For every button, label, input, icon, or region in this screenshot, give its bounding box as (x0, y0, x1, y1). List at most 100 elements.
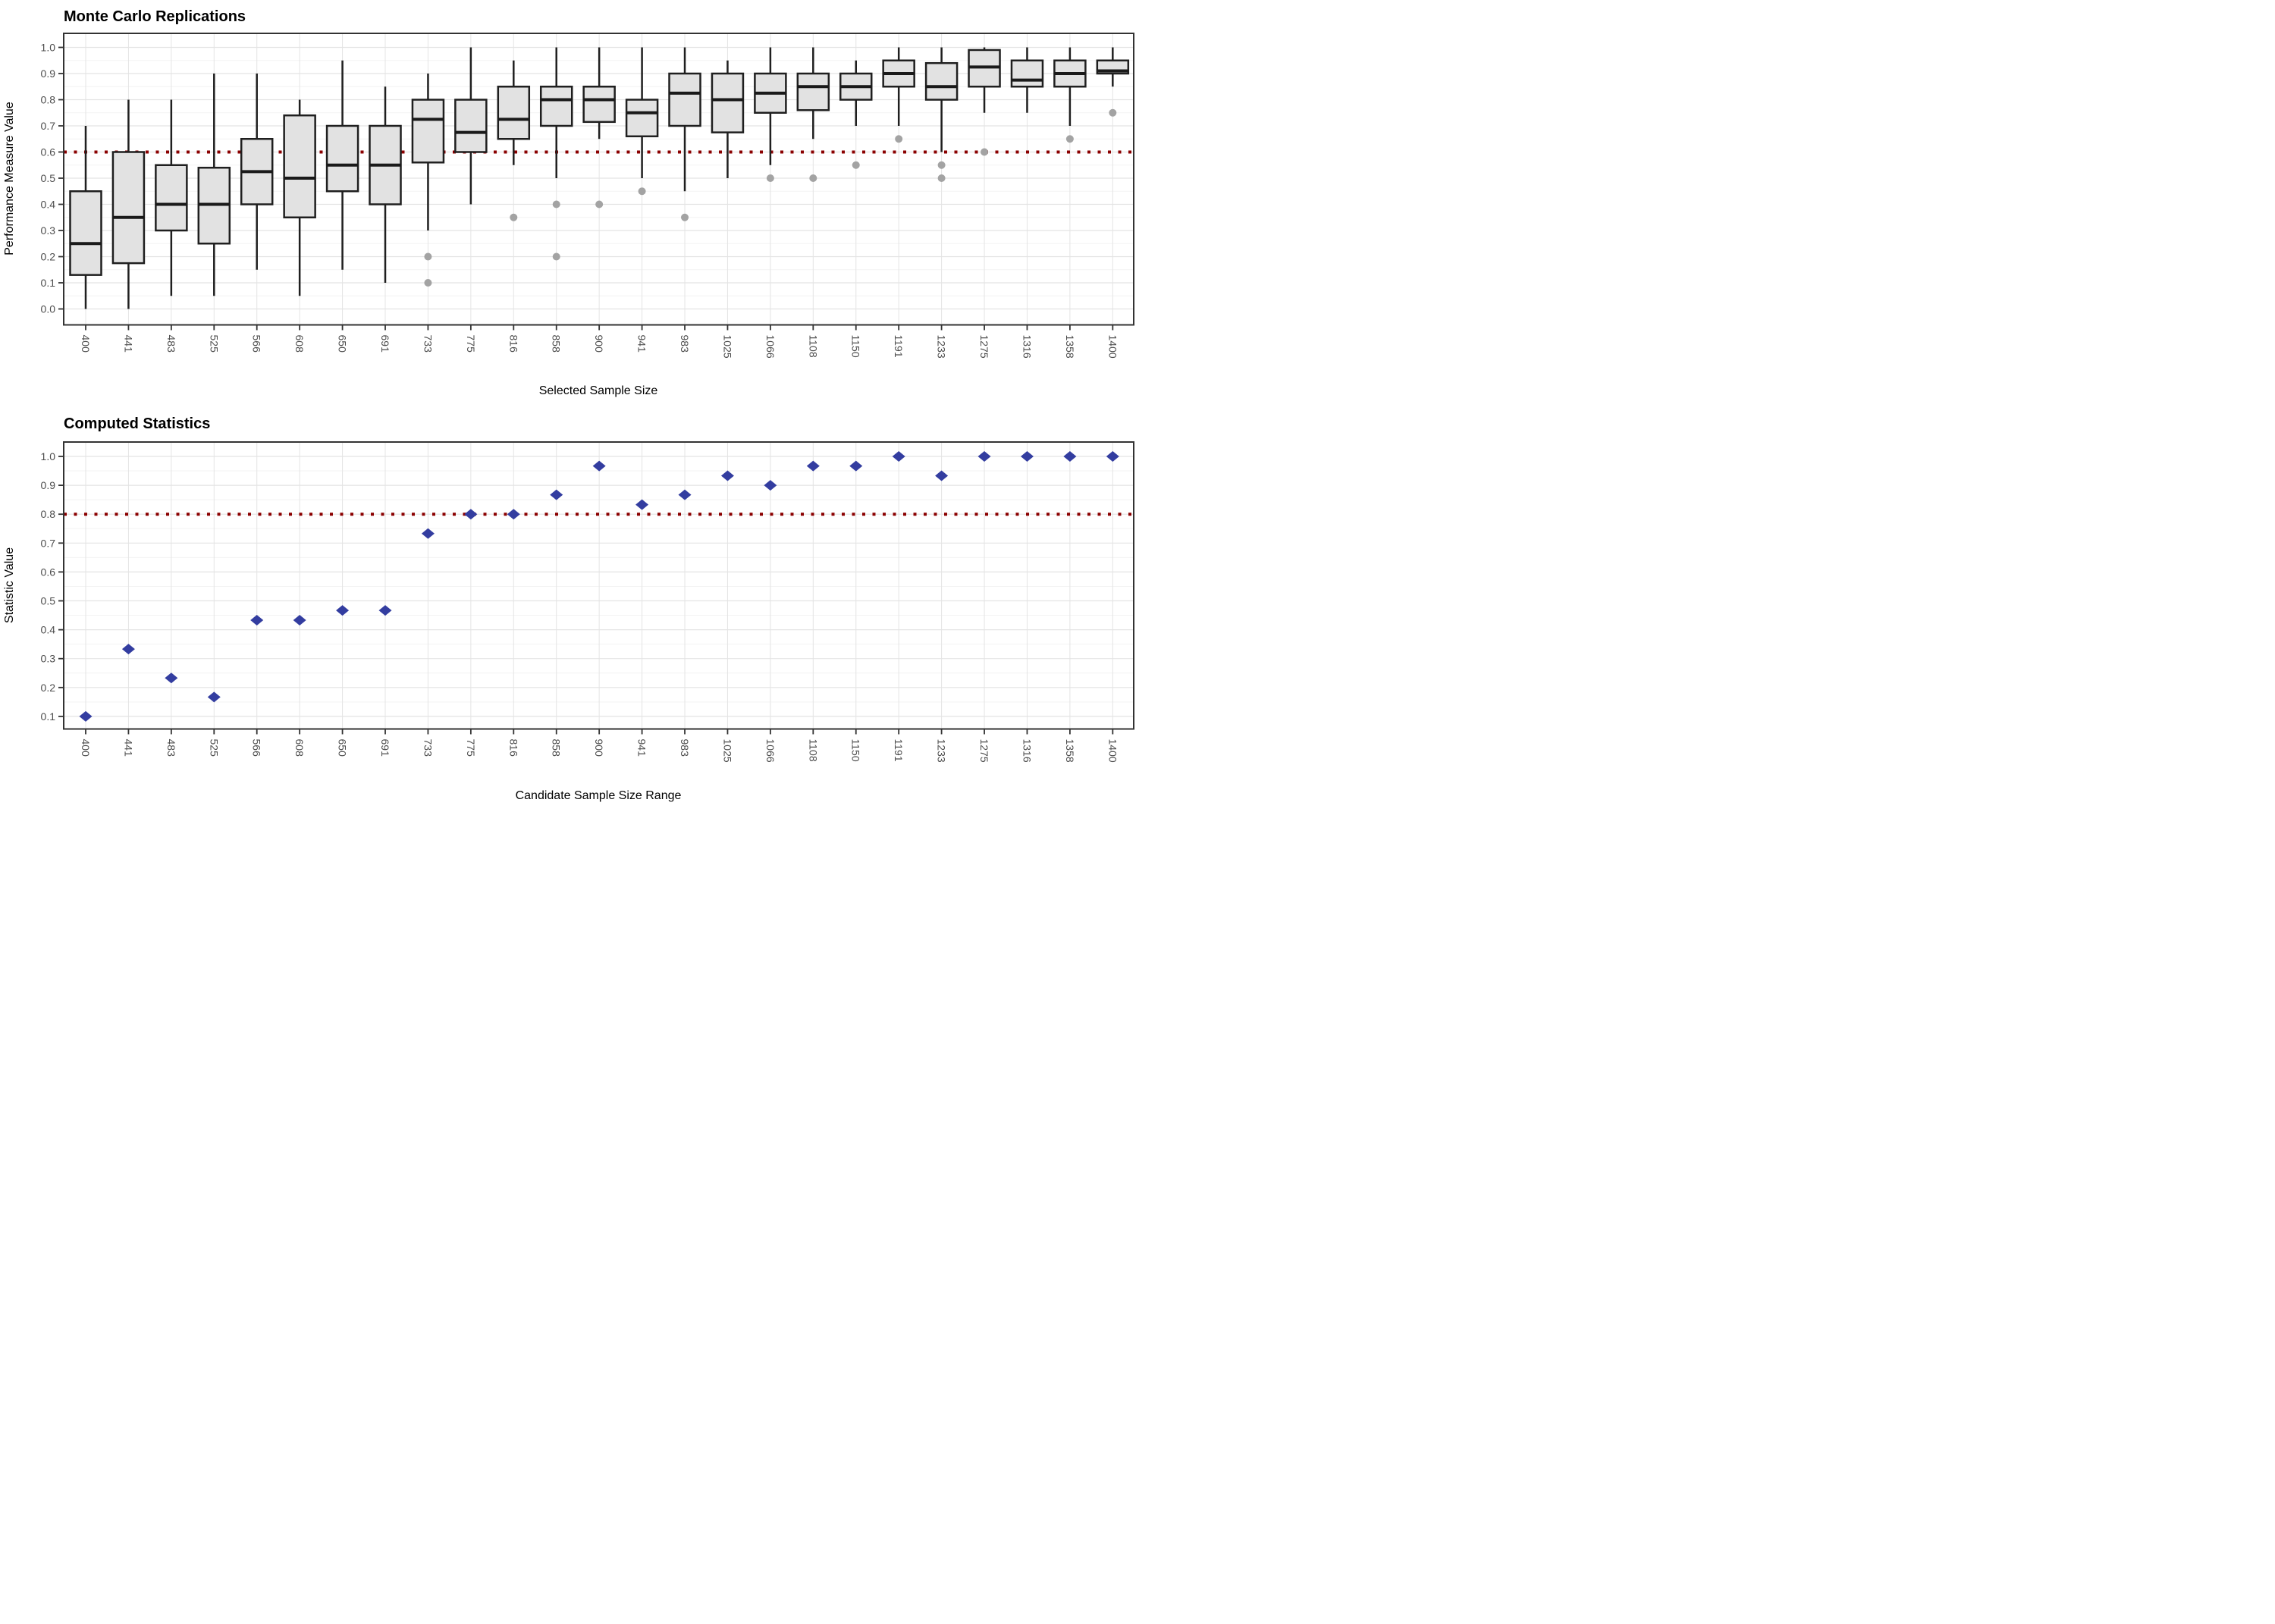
outlier-point (1065, 135, 1074, 143)
x-tick-label: 858 (551, 335, 563, 353)
outlier-point (638, 187, 646, 196)
x-tick-label: 525 (208, 335, 220, 353)
x-tick-label: 733 (422, 739, 434, 757)
x-tick-label: 775 (465, 335, 477, 353)
box-iqr (1010, 59, 1044, 88)
x-tick-label: 608 (293, 739, 306, 757)
x-tick-label: 691 (379, 739, 391, 757)
x-tick-label: 1108 (807, 335, 819, 358)
outlier-point (424, 252, 432, 261)
y-tick-label: 0.5 (41, 172, 56, 184)
box-iqr (711, 72, 745, 133)
outlier-point (766, 174, 774, 182)
y-tick-label: 0.3 (41, 653, 56, 665)
scatter-point (550, 489, 563, 500)
outlier-point (981, 148, 989, 156)
scatter-point (1106, 451, 1119, 462)
y-tick-label: 0.9 (41, 67, 56, 80)
scatter-point (678, 489, 692, 500)
outlier-point (1109, 108, 1117, 117)
y-tick-label: 0.2 (41, 682, 56, 694)
x-tick-label: 1191 (893, 739, 905, 762)
scatter-point (336, 605, 350, 616)
box-iqr (796, 72, 830, 111)
scatter-point (507, 509, 520, 520)
x-tick-label: 691 (379, 335, 391, 353)
scatter-chart: Computed Statistics Candidate Sample Siz… (3, 415, 1134, 802)
x-tick-label: 1275 (978, 739, 990, 763)
outlier-point (852, 161, 860, 169)
scatter-title: Computed Statistics (64, 415, 210, 432)
y-tick-label: 0.8 (41, 94, 56, 106)
y-tick-label: 0.7 (41, 537, 56, 549)
scatter-point (464, 509, 478, 520)
x-tick-label: 441 (122, 739, 134, 757)
scatter-point (977, 451, 991, 462)
x-tick-label: 900 (593, 739, 605, 757)
box-iqr (283, 114, 316, 218)
x-tick-label: 1108 (807, 739, 819, 762)
y-tick-label: 0.5 (41, 595, 56, 607)
box-iqr (155, 164, 188, 232)
y-tick-label: 0.1 (41, 277, 56, 289)
scatter-point (764, 480, 777, 491)
x-tick-label: 483 (165, 335, 177, 353)
x-tick-label: 1150 (850, 739, 862, 762)
box-iqr (111, 151, 146, 265)
y-tick-label: 0.3 (41, 224, 56, 237)
x-tick-label: 525 (208, 739, 220, 757)
scatter-point (250, 615, 264, 626)
x-tick-label: 941 (636, 335, 648, 353)
boxplot-plot-area: 0.0 0.1 0.2 0.3 0.4 0.5 0.6 0.7 0.8 0.9 1.0 400 441 4… (41, 33, 1134, 359)
scatter-point (935, 470, 949, 481)
outlier-point (681, 213, 689, 221)
x-tick-label: 1025 (721, 739, 733, 763)
x-tick-label: 941 (636, 739, 648, 757)
scatter-point (79, 710, 93, 722)
x-tick-label: 983 (679, 739, 691, 757)
outlier-point (937, 174, 946, 182)
x-tick-label: 1400 (1106, 739, 1119, 763)
x-tick-label: 608 (293, 335, 306, 353)
x-tick-label: 775 (465, 739, 477, 757)
box-iqr (924, 61, 959, 101)
figure-monte-carlo: Monte Carlo Replications Selected Sample… (0, 0, 1138, 812)
box-iqr (625, 99, 659, 138)
x-tick-label: 900 (593, 335, 605, 353)
x-tick-label: 1358 (1064, 335, 1076, 359)
scatter-point (1063, 451, 1077, 462)
x-tick-label: 983 (679, 335, 691, 353)
y-tick-label: 0.9 (41, 479, 56, 491)
x-tick-label: 1066 (764, 739, 777, 763)
x-tick-label: 816 (507, 739, 519, 757)
scatter-point (635, 499, 649, 510)
boxplot-x-axis-title: Selected Sample Size (539, 384, 658, 397)
x-tick-label: 400 (80, 335, 92, 353)
boxplot-section: Monte Carlo Replications Selected Sample… (0, 0, 1138, 406)
scatter-point (121, 644, 135, 655)
boxplot-title: Monte Carlo Replications (64, 8, 246, 25)
outlier-point (552, 200, 560, 208)
x-tick-label: 566 (251, 739, 263, 757)
scatter-plot-area: 0.1 0.2 0.3 0.4 0.5 0.6 0.7 0.8 0.9 1.0 400 441 483 5… (41, 441, 1134, 763)
scatter-point (849, 460, 863, 472)
box-iqr (69, 190, 102, 276)
x-tick-label: 1066 (764, 335, 777, 359)
y-tick-label: 0.6 (41, 146, 56, 158)
x-tick-label: 483 (165, 739, 177, 757)
scatter-y-axis-title: Statistic Value (3, 547, 16, 623)
x-tick-label: 733 (422, 335, 434, 353)
scatter-point (421, 528, 435, 539)
y-tick-label: 0.6 (41, 566, 56, 578)
x-tick-label: 400 (80, 739, 92, 757)
scatter-point (293, 615, 306, 626)
y-tick-label: 0.7 (41, 120, 56, 132)
boxplot-chart: Monte Carlo Replications Selected Sample… (3, 8, 1134, 397)
x-tick-label: 1400 (1106, 335, 1119, 359)
box-iqr (497, 86, 531, 140)
scatter-x-axis-title: Candidate Sample Size Range (516, 789, 682, 802)
scatter-point (806, 460, 820, 472)
y-tick-label: 1.0 (41, 42, 56, 54)
x-tick-label: 1191 (893, 335, 905, 358)
box-iqr (454, 99, 488, 153)
